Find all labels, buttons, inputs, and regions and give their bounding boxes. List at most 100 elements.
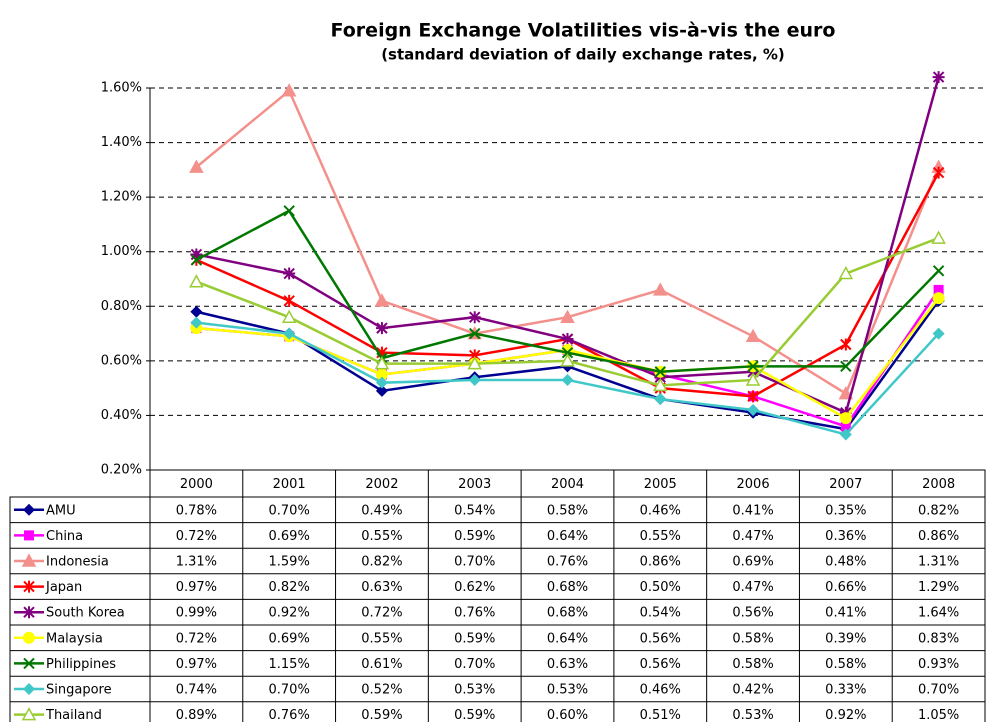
marker: [560, 353, 575, 367]
legend-label: Malaysia: [46, 631, 103, 646]
x-tick-label: 2003: [458, 477, 491, 492]
table-value: 0.76%: [547, 555, 588, 570]
table-value: 0.63%: [547, 657, 588, 672]
marker: [281, 309, 297, 323]
marker: [838, 386, 854, 400]
table-value: 0.50%: [640, 580, 681, 595]
legend-label: Thailand: [45, 708, 102, 722]
marker: [840, 360, 852, 373]
table-value: 0.86%: [918, 529, 959, 544]
table-value: 0.66%: [825, 580, 866, 595]
marker: [932, 327, 945, 340]
table-value: 1.05%: [918, 708, 959, 722]
y-tick-label: 0.80%: [101, 299, 142, 314]
table-value: 1.31%: [918, 555, 959, 570]
marker: [23, 580, 35, 593]
table-value: 0.72%: [176, 529, 217, 544]
table-value: 0.59%: [454, 529, 495, 544]
marker: [469, 327, 481, 340]
marker: [932, 292, 945, 305]
y-tick-label: 1.40%: [101, 135, 142, 150]
y-tick-label: 0.40%: [101, 408, 142, 423]
table-value: 0.58%: [547, 503, 588, 518]
table-value: 1.59%: [269, 555, 310, 570]
marker: [23, 503, 35, 516]
table-value: 0.70%: [918, 683, 959, 698]
table-value: 0.55%: [640, 529, 681, 544]
table-value: 0.70%: [269, 683, 310, 698]
x-tick-label: 2004: [551, 477, 584, 492]
table-value: 0.47%: [732, 529, 773, 544]
table-value: 0.86%: [640, 555, 681, 570]
table-value: 0.63%: [361, 580, 402, 595]
marker: [653, 377, 668, 392]
marker: [932, 71, 945, 84]
table-value: 0.36%: [825, 529, 866, 544]
table-value: 0.76%: [454, 606, 495, 621]
marker: [281, 83, 297, 97]
table-value: 0.97%: [176, 657, 217, 672]
marker: [283, 267, 296, 280]
marker: [283, 327, 296, 340]
marker: [374, 293, 390, 307]
table-value: 0.41%: [825, 606, 866, 621]
marker: [23, 683, 35, 695]
table-value: 0.46%: [640, 683, 681, 698]
table-value: 0.42%: [732, 683, 773, 698]
marker: [653, 282, 668, 296]
chart-subtitle: (standard deviation of daily exchange ra…: [381, 46, 785, 64]
marker: [468, 311, 481, 324]
marker: [375, 376, 388, 389]
table-value: 0.99%: [176, 606, 217, 621]
table-value: 0.35%: [825, 503, 866, 518]
table-value: 0.93%: [918, 657, 959, 672]
marker: [24, 530, 34, 541]
plot-area: [189, 71, 946, 441]
marker: [375, 368, 388, 381]
table-value: 0.39%: [825, 631, 866, 646]
marker: [838, 265, 854, 280]
marker: [21, 707, 37, 721]
table-value: 0.69%: [732, 555, 773, 570]
marker: [375, 322, 388, 335]
x-tick-label: 2005: [644, 477, 677, 492]
marker: [931, 230, 946, 244]
marker: [190, 316, 203, 329]
table-value: 0.47%: [732, 580, 773, 595]
x-tick-label: 2002: [365, 477, 398, 492]
x-tick-label: 2006: [737, 477, 770, 492]
table-value: 0.60%: [547, 708, 588, 722]
table-value: 0.72%: [176, 631, 217, 646]
marker: [654, 366, 666, 378]
table-value: 1.64%: [918, 606, 959, 621]
table-value: 0.59%: [454, 708, 495, 722]
marker: [189, 159, 204, 173]
y-tick-label: 1.60%: [101, 81, 142, 96]
marker: [839, 428, 852, 441]
table-value: 0.70%: [454, 555, 495, 570]
marker: [839, 412, 852, 425]
table-value: 0.83%: [918, 631, 959, 646]
y-tick-label: 0.20%: [101, 463, 142, 478]
table-value: 0.58%: [732, 631, 773, 646]
marker: [560, 309, 575, 323]
marker: [23, 606, 35, 619]
table-value: 0.68%: [547, 606, 588, 621]
marker: [561, 333, 574, 346]
marker: [561, 346, 574, 359]
marker: [561, 373, 574, 386]
marker: [840, 421, 851, 432]
table-value: 0.53%: [454, 683, 495, 698]
table-value: 0.54%: [454, 503, 495, 518]
table-value: 1.31%: [176, 555, 217, 570]
marker: [747, 390, 759, 403]
table-value: 0.41%: [732, 503, 773, 518]
table-value: 0.55%: [361, 529, 402, 544]
marker: [374, 356, 390, 370]
marker: [283, 205, 295, 217]
table-value: 0.53%: [547, 683, 588, 698]
marker: [747, 403, 760, 416]
table-value: 0.55%: [361, 631, 402, 646]
marker: [932, 265, 945, 277]
table-value: 1.15%: [269, 657, 310, 672]
